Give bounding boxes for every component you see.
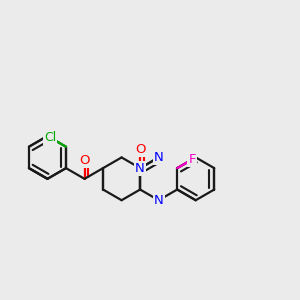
Text: F: F xyxy=(188,153,196,166)
Text: N: N xyxy=(135,162,145,175)
Text: Cl: Cl xyxy=(44,131,56,144)
Text: N: N xyxy=(154,151,164,164)
Text: O: O xyxy=(79,154,90,167)
Text: N: N xyxy=(154,194,164,207)
Text: O: O xyxy=(135,143,146,156)
